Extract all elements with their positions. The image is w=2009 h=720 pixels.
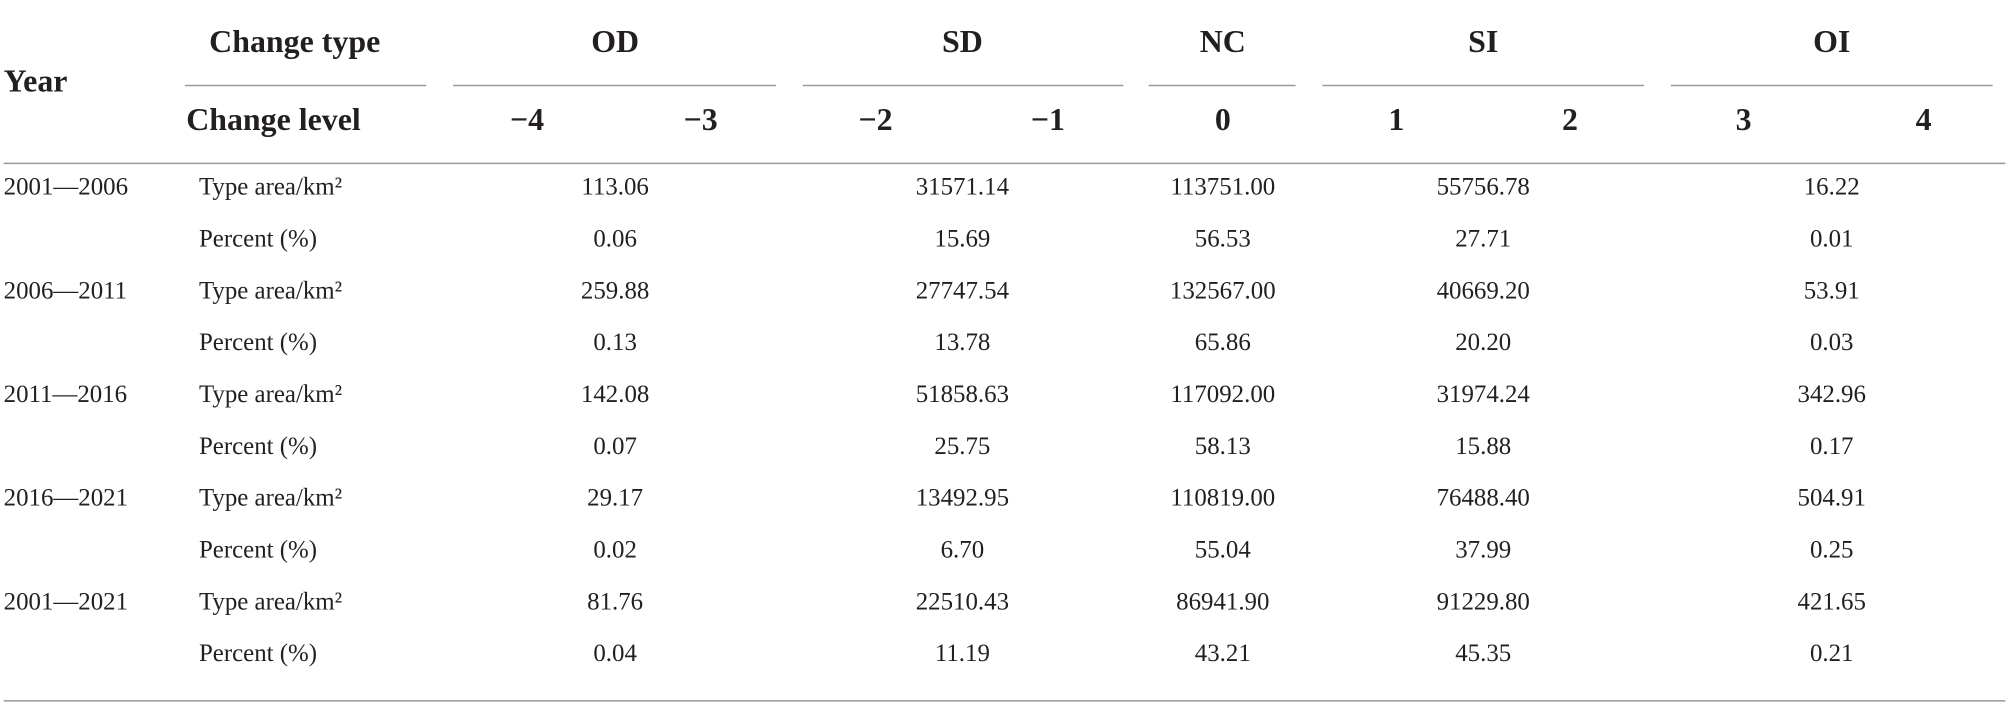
row-label: Percent (%)	[199, 225, 317, 252]
level-header: 4	[1916, 102, 1932, 137]
level-header: 1	[1388, 102, 1404, 137]
percent-cell: 0.25	[1810, 536, 1854, 563]
row-label: Type area/km²	[199, 277, 342, 304]
year-cell: 2011—2016	[4, 381, 127, 408]
change-type-header: Change type	[209, 24, 380, 59]
area-cell: 81.76	[587, 588, 643, 615]
row-label: Percent (%)	[199, 640, 317, 667]
area-cell: 113751.00	[1170, 174, 1275, 201]
area-cell: 40669.20	[1437, 277, 1530, 304]
percent-cell: 45.35	[1455, 640, 1511, 667]
percent-cell: 25.75	[934, 433, 990, 460]
percent-cell: 15.69	[934, 225, 990, 252]
percent-cell: 0.03	[1810, 329, 1854, 356]
area-cell: 76488.40	[1437, 485, 1530, 512]
area-cell: 31974.24	[1437, 381, 1531, 408]
year-header: Year	[4, 64, 68, 99]
level-header: −2	[858, 102, 892, 137]
percent-cell: 43.21	[1195, 640, 1251, 667]
row-label: Percent (%)	[199, 536, 317, 563]
row-label: Percent (%)	[199, 433, 317, 460]
percent-cell: 0.04	[593, 640, 637, 667]
area-cell: 51858.63	[916, 381, 1009, 408]
level-header: −1	[1031, 102, 1065, 137]
row-label: Type area/km²	[199, 485, 342, 512]
type-header: SD	[942, 24, 983, 59]
type-header: OD	[591, 24, 639, 59]
percent-cell: 27.71	[1455, 225, 1511, 252]
area-cell: 53.91	[1804, 277, 1860, 304]
area-cell: 16.22	[1804, 174, 1860, 201]
year-cell: 2006—2011	[4, 277, 127, 304]
area-cell: 142.08	[581, 381, 649, 408]
percent-cell: 0.21	[1810, 640, 1854, 667]
percent-cell: 55.04	[1195, 536, 1252, 563]
area-cell: 31571.14	[916, 174, 1010, 201]
row-label: Type area/km²	[199, 588, 342, 615]
row-label: Type area/km²	[199, 381, 342, 408]
type-header: NC	[1200, 24, 1246, 59]
level-header: 0	[1215, 102, 1231, 137]
percent-cell: 15.88	[1455, 433, 1511, 460]
percent-cell: 37.99	[1455, 536, 1511, 563]
percent-cell: 13.78	[934, 329, 990, 356]
percent-cell: 65.86	[1195, 329, 1251, 356]
percent-cell: 20.20	[1455, 329, 1511, 356]
percent-cell: 0.02	[593, 536, 637, 563]
change-level-header: Change level	[186, 102, 361, 137]
percent-cell: 0.13	[593, 329, 637, 356]
area-cell: 27747.54	[916, 277, 1010, 304]
level-header: −4	[510, 102, 544, 137]
percent-cell: 11.19	[935, 640, 990, 667]
area-cell: 132567.00	[1170, 277, 1276, 304]
type-header: SI	[1468, 24, 1498, 59]
percent-cell: 6.70	[941, 536, 985, 563]
row-label: Percent (%)	[199, 329, 317, 356]
area-cell: 113.06	[581, 174, 648, 201]
level-header: 3	[1736, 102, 1752, 137]
level-header: −3	[684, 102, 718, 137]
area-cell: 55756.78	[1437, 174, 1530, 201]
area-cell: 421.65	[1798, 588, 1866, 615]
percent-cell: 58.13	[1195, 433, 1251, 460]
area-cell: 259.88	[581, 277, 649, 304]
area-cell: 110819.00	[1170, 485, 1275, 512]
percent-cell: 0.07	[593, 433, 637, 460]
percent-cell: 0.17	[1810, 433, 1854, 460]
area-cell: 29.17	[587, 485, 643, 512]
area-cell: 117092.00	[1170, 381, 1275, 408]
area-cell: 13492.95	[916, 485, 1009, 512]
type-header: OI	[1813, 24, 1850, 59]
year-cell: 2016—2021	[4, 485, 128, 512]
area-cell: 22510.43	[916, 588, 1009, 615]
area-cell: 504.91	[1798, 485, 1866, 512]
percent-cell: 56.53	[1195, 225, 1251, 252]
area-cell: 86941.90	[1176, 588, 1269, 615]
area-cell: 342.96	[1798, 381, 1866, 408]
percent-cell: 0.01	[1810, 225, 1854, 252]
percent-cell: 0.06	[593, 225, 637, 252]
area-cell: 91229.80	[1437, 588, 1530, 615]
row-label: Type area/km²	[199, 174, 342, 201]
level-header: 2	[1562, 102, 1578, 137]
year-cell: 2001—2006	[4, 174, 128, 201]
year-cell: 2001—2021	[4, 588, 128, 615]
